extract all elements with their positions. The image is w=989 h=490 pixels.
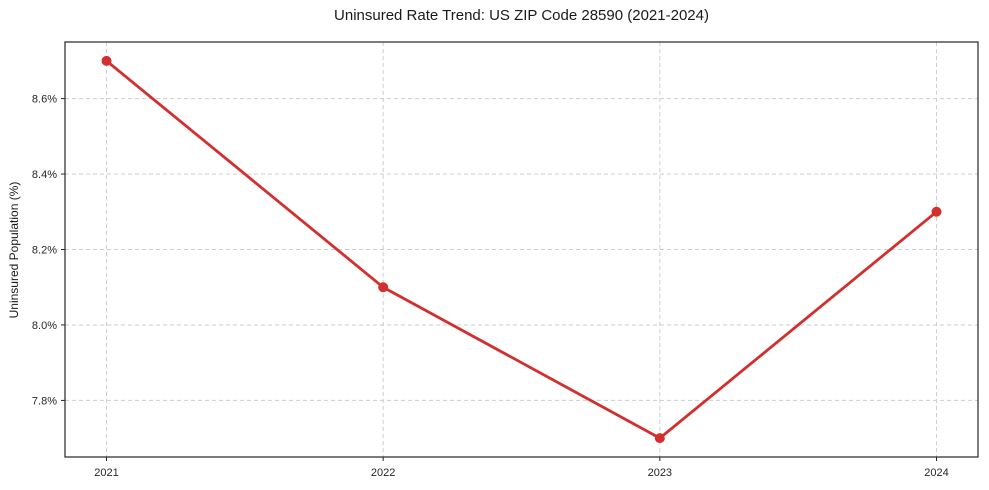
y-tick-label: 8.2% bbox=[32, 245, 57, 257]
y-tick-label: 8.6% bbox=[32, 94, 57, 106]
x-tick-label: 2023 bbox=[648, 467, 672, 479]
trend-line bbox=[105, 59, 938, 440]
x-tick-label: 2022 bbox=[371, 467, 395, 479]
data-point-2022 bbox=[378, 282, 389, 293]
x-tick-label: 2024 bbox=[924, 467, 948, 479]
y-tick-label: 8.4% bbox=[32, 169, 57, 181]
data-point-2021 bbox=[101, 55, 112, 66]
x-tick-label: 2021 bbox=[94, 467, 118, 479]
chart-title: Uninsured Rate Trend: US ZIP Code 28590 … bbox=[334, 7, 709, 24]
y-tick-label: 8.0% bbox=[32, 320, 57, 332]
data-point-2024 bbox=[931, 206, 942, 217]
y-tick-label: 7.8% bbox=[32, 395, 57, 407]
plot-frame bbox=[64, 41, 979, 458]
data-point-2023 bbox=[654, 433, 665, 444]
